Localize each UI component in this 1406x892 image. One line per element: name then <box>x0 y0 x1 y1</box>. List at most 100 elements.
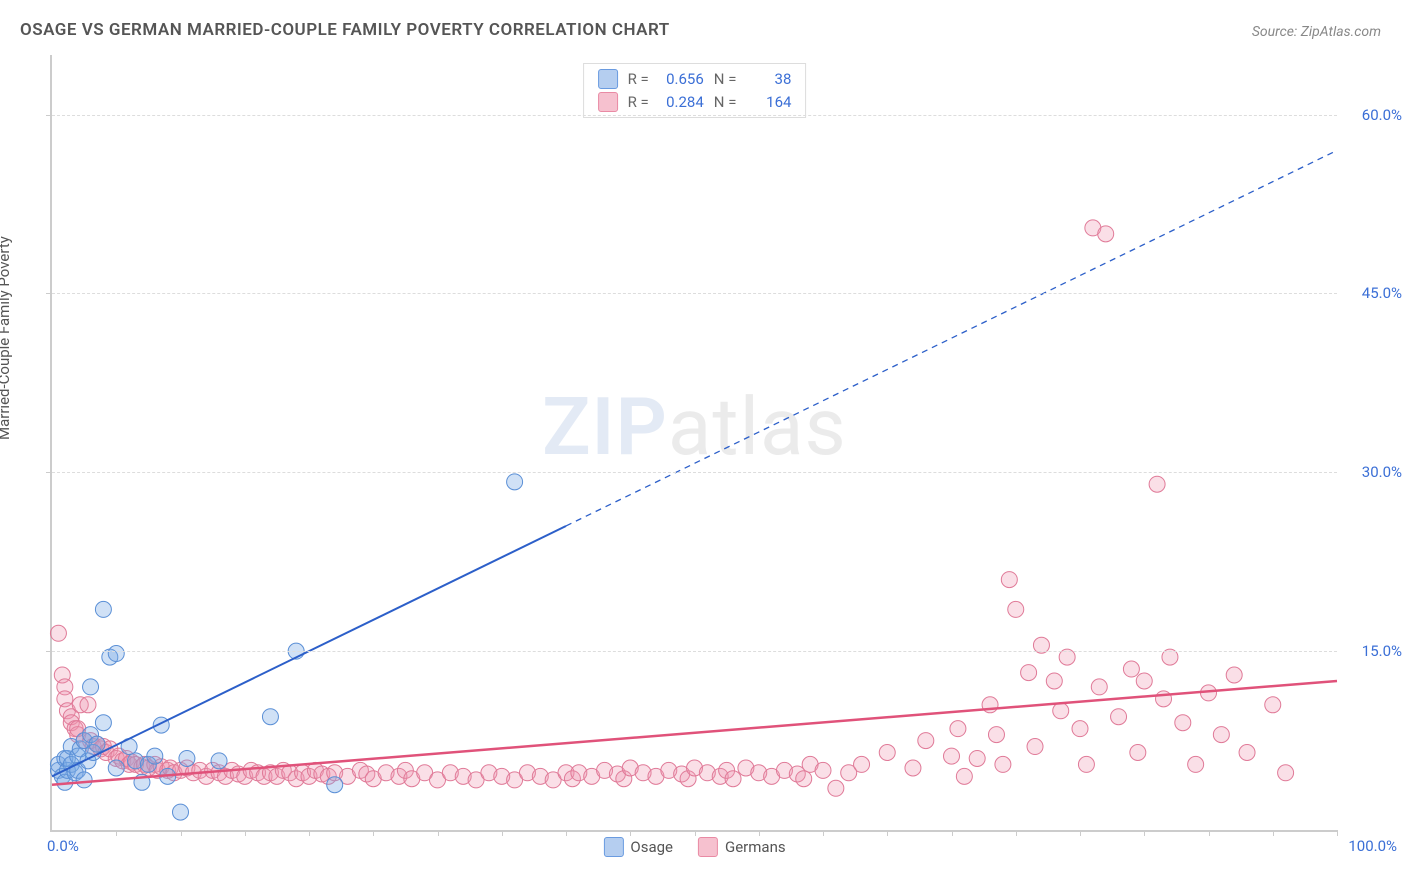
xtick <box>1273 830 1274 836</box>
data-point <box>76 772 92 788</box>
data-point <box>1136 673 1152 689</box>
xtick <box>823 830 824 836</box>
data-point <box>988 727 1004 743</box>
r-value: 0.656 <box>659 70 704 88</box>
n-value: 38 <box>746 70 791 88</box>
trend-line-osage-dashed <box>566 150 1337 526</box>
data-point <box>956 768 972 784</box>
r-label: R = <box>628 93 649 111</box>
data-point <box>173 804 189 820</box>
legend-swatch <box>598 92 618 112</box>
data-point <box>95 601 111 617</box>
data-point <box>944 748 960 764</box>
xtick <box>1337 830 1338 836</box>
xtick <box>1080 830 1081 836</box>
ytick-label: 15.0% <box>1362 642 1402 660</box>
source-label: Source: ZipAtlas.com <box>1252 24 1381 40</box>
data-point <box>108 760 124 776</box>
xtick <box>1016 830 1017 836</box>
xtick <box>1209 830 1210 836</box>
data-point <box>507 474 523 490</box>
data-point <box>1021 665 1037 681</box>
data-point <box>854 756 870 772</box>
xtick <box>438 830 439 836</box>
xtick <box>630 830 631 836</box>
data-point <box>1156 691 1172 707</box>
data-point <box>1008 601 1024 617</box>
data-point <box>1091 679 1107 695</box>
data-point <box>995 756 1011 772</box>
xtick <box>695 830 696 836</box>
data-point <box>211 753 227 769</box>
plot-area: ZIPatlas R =0.656N =38R =0.284N =164 Osa… <box>50 55 1337 832</box>
legend-stats: R = 0.656 N = 38 R = 0.284 N = 164 <box>583 63 807 118</box>
legend-stat-row: R = 0.656 N = 38 <box>598 69 792 89</box>
data-point <box>108 646 124 662</box>
xtick <box>952 830 953 836</box>
data-point <box>1027 739 1043 755</box>
data-point <box>1239 745 1255 761</box>
data-point <box>1111 709 1127 725</box>
data-point <box>1265 697 1281 713</box>
data-point <box>725 771 741 787</box>
data-point <box>89 736 105 752</box>
legend-item: Osage <box>603 837 673 857</box>
xtick-label-min: 0.0% <box>47 837 79 855</box>
data-point <box>95 715 111 731</box>
xtick <box>181 830 182 836</box>
data-point <box>879 745 895 761</box>
gridline <box>52 651 1337 652</box>
data-point <box>1046 673 1062 689</box>
gridline <box>52 472 1337 473</box>
xtick-label-max: 100.0% <box>1348 837 1397 855</box>
legend-swatch <box>698 837 718 857</box>
n-label: N = <box>714 93 737 111</box>
ytick-label: 30.0% <box>1362 463 1402 481</box>
ytick <box>46 293 52 294</box>
data-point <box>147 748 163 764</box>
data-point <box>1226 667 1242 683</box>
data-point <box>262 709 278 725</box>
data-point <box>1072 721 1088 737</box>
xtick <box>1144 830 1145 836</box>
data-point <box>1175 715 1191 731</box>
r-value: 0.284 <box>659 93 704 111</box>
xtick <box>245 830 246 836</box>
legend-item-label: Osage <box>630 838 673 856</box>
data-point <box>950 721 966 737</box>
gridline <box>52 293 1337 294</box>
n-label: N = <box>714 70 737 88</box>
data-point <box>1001 572 1017 588</box>
chart-title: OSAGE VS GERMAN MARRIED-COUPLE FAMILY PO… <box>20 20 670 40</box>
xtick <box>566 830 567 836</box>
ytick <box>46 651 52 652</box>
xtick <box>116 830 117 836</box>
data-point <box>905 760 921 776</box>
legend-stat-row: R = 0.284 N = 164 <box>598 92 792 112</box>
data-point <box>1078 756 1094 772</box>
legend-item: Germans <box>698 837 786 857</box>
legend-series: Osage Germans <box>603 837 785 857</box>
legend-swatch <box>603 837 623 857</box>
xtick <box>373 830 374 836</box>
gridline <box>52 115 1337 116</box>
data-point <box>1149 476 1165 492</box>
r-label: R = <box>628 70 649 88</box>
xtick <box>309 830 310 836</box>
data-point <box>1188 756 1204 772</box>
legend-swatch <box>598 69 618 89</box>
scatter-svg <box>52 55 1337 830</box>
ytick-label: 60.0% <box>1362 106 1402 124</box>
data-point <box>918 733 934 749</box>
data-point <box>50 625 66 641</box>
data-point <box>1098 226 1114 242</box>
n-value: 164 <box>746 93 791 111</box>
data-point <box>327 777 343 793</box>
data-point <box>815 762 831 778</box>
data-point <box>1053 703 1069 719</box>
y-axis-label: Married-Couple Family Poverty <box>0 236 13 440</box>
ytick <box>46 115 52 116</box>
xtick <box>759 830 760 836</box>
legend-item-label: Germans <box>725 838 786 856</box>
ytick <box>46 472 52 473</box>
